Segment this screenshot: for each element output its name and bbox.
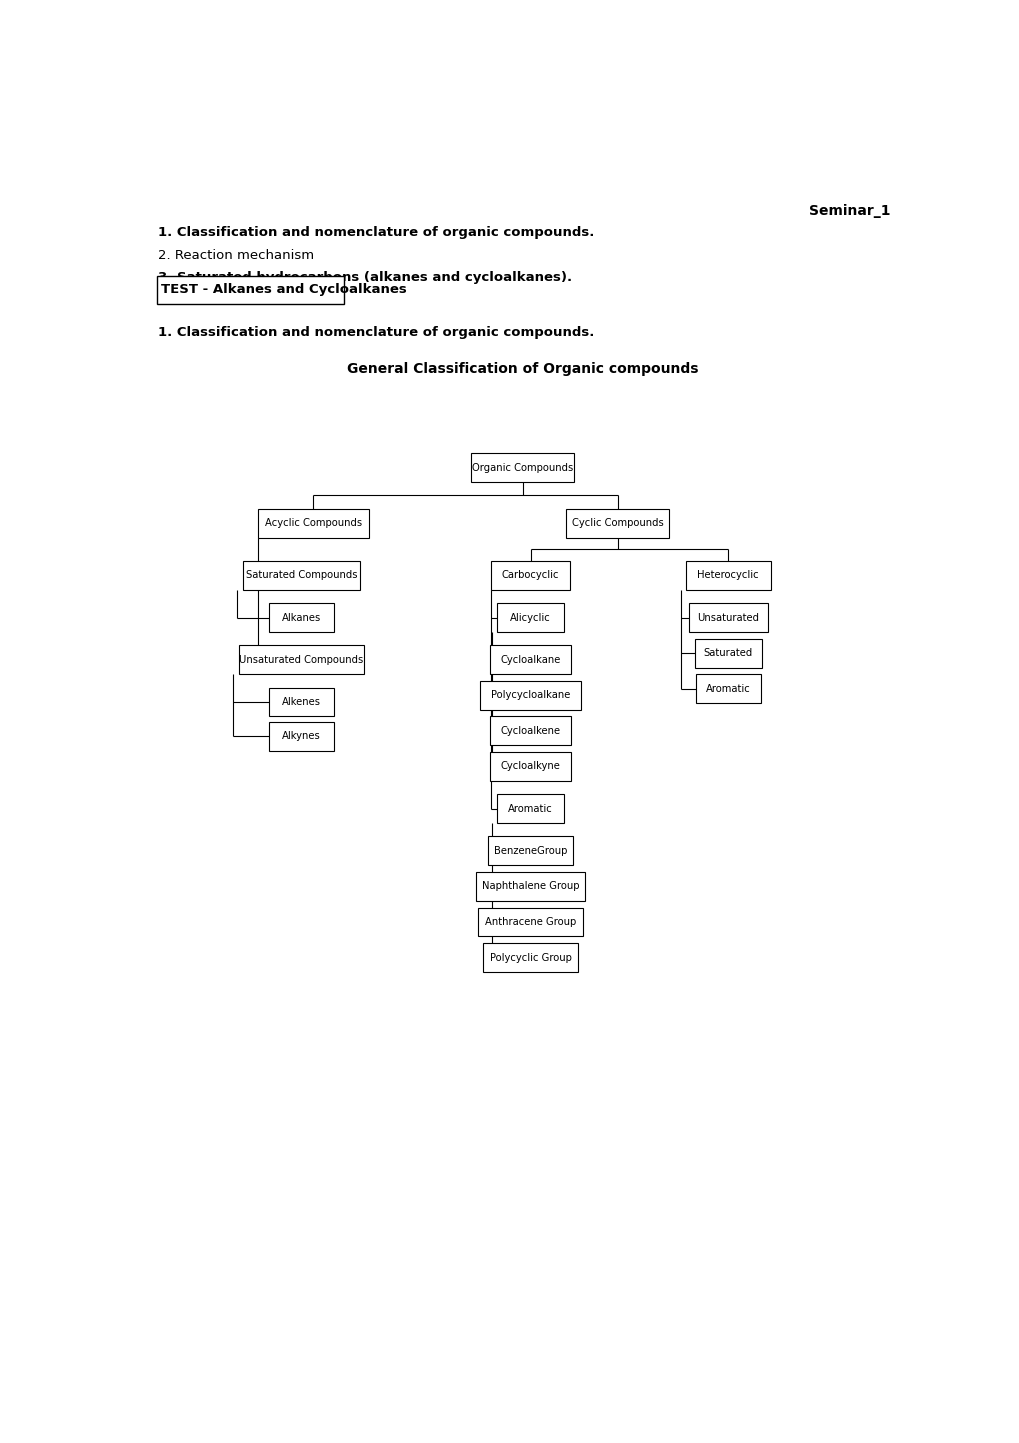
FancyBboxPatch shape — [491, 561, 570, 590]
Text: Alkynes: Alkynes — [282, 732, 320, 742]
Text: Cycloalkene: Cycloalkene — [500, 726, 560, 736]
FancyBboxPatch shape — [688, 603, 767, 632]
Text: Alicyclic: Alicyclic — [510, 613, 550, 622]
FancyBboxPatch shape — [269, 603, 333, 632]
Text: BenzeneGroup: BenzeneGroup — [493, 846, 567, 856]
Text: Saturated Compounds: Saturated Compounds — [246, 570, 357, 580]
Text: TEST - Alkanes and Cycloalkanes: TEST - Alkanes and Cycloalkanes — [161, 283, 406, 296]
Text: Alkenes: Alkenes — [281, 697, 321, 707]
FancyBboxPatch shape — [480, 681, 581, 710]
FancyBboxPatch shape — [496, 603, 564, 632]
Text: Aromatic: Aromatic — [705, 684, 750, 694]
Text: Carbocyclic: Carbocyclic — [501, 570, 558, 580]
FancyBboxPatch shape — [476, 872, 585, 900]
Text: General Classification of Organic compounds: General Classification of Organic compou… — [346, 362, 698, 377]
Text: Anthracene Group: Anthracene Group — [485, 918, 576, 926]
FancyBboxPatch shape — [487, 837, 573, 866]
FancyBboxPatch shape — [490, 717, 571, 746]
FancyBboxPatch shape — [471, 453, 574, 482]
Text: 2. Reaction mechanism: 2. Reaction mechanism — [157, 248, 314, 261]
Text: Acyclic Compounds: Acyclic Compounds — [265, 518, 362, 528]
FancyBboxPatch shape — [695, 674, 760, 703]
FancyBboxPatch shape — [157, 276, 343, 303]
FancyBboxPatch shape — [490, 752, 571, 781]
Text: Heterocyclic: Heterocyclic — [697, 570, 758, 580]
Text: Saturated: Saturated — [703, 648, 752, 658]
Text: Alkanes: Alkanes — [281, 613, 321, 622]
Text: Organic Compounds: Organic Compounds — [472, 463, 573, 473]
Text: Polycycloalkane: Polycycloalkane — [490, 690, 570, 700]
Text: Unsaturated: Unsaturated — [697, 613, 758, 622]
FancyBboxPatch shape — [269, 722, 333, 750]
FancyBboxPatch shape — [694, 639, 761, 668]
Text: Naphthalene Group: Naphthalene Group — [481, 882, 579, 892]
Text: 3. Saturated hydrocarbons (alkanes and cycloalkanes).: 3. Saturated hydrocarbons (alkanes and c… — [157, 271, 571, 284]
FancyBboxPatch shape — [566, 509, 668, 538]
Text: 1. Classification and nomenclature of organic compounds.: 1. Classification and nomenclature of or… — [157, 326, 593, 339]
FancyBboxPatch shape — [496, 794, 564, 823]
FancyBboxPatch shape — [243, 561, 360, 590]
Text: Polycyclic Group: Polycyclic Group — [489, 952, 571, 962]
Text: Cyclic Compounds: Cyclic Compounds — [572, 518, 662, 528]
FancyBboxPatch shape — [478, 908, 582, 937]
Text: Cycloalkyne: Cycloalkyne — [500, 762, 560, 772]
Text: Aromatic: Aromatic — [507, 804, 552, 814]
FancyBboxPatch shape — [685, 561, 770, 590]
Text: Unsaturated Compounds: Unsaturated Compounds — [239, 655, 363, 665]
FancyBboxPatch shape — [238, 645, 364, 674]
FancyBboxPatch shape — [490, 645, 571, 674]
FancyBboxPatch shape — [483, 944, 578, 973]
FancyBboxPatch shape — [269, 688, 333, 717]
Text: Seminar_1: Seminar_1 — [808, 205, 890, 218]
FancyBboxPatch shape — [258, 509, 368, 538]
Text: Cycloalkane: Cycloalkane — [500, 655, 560, 665]
Text: 1. Classification and nomenclature of organic compounds.: 1. Classification and nomenclature of or… — [157, 227, 593, 240]
